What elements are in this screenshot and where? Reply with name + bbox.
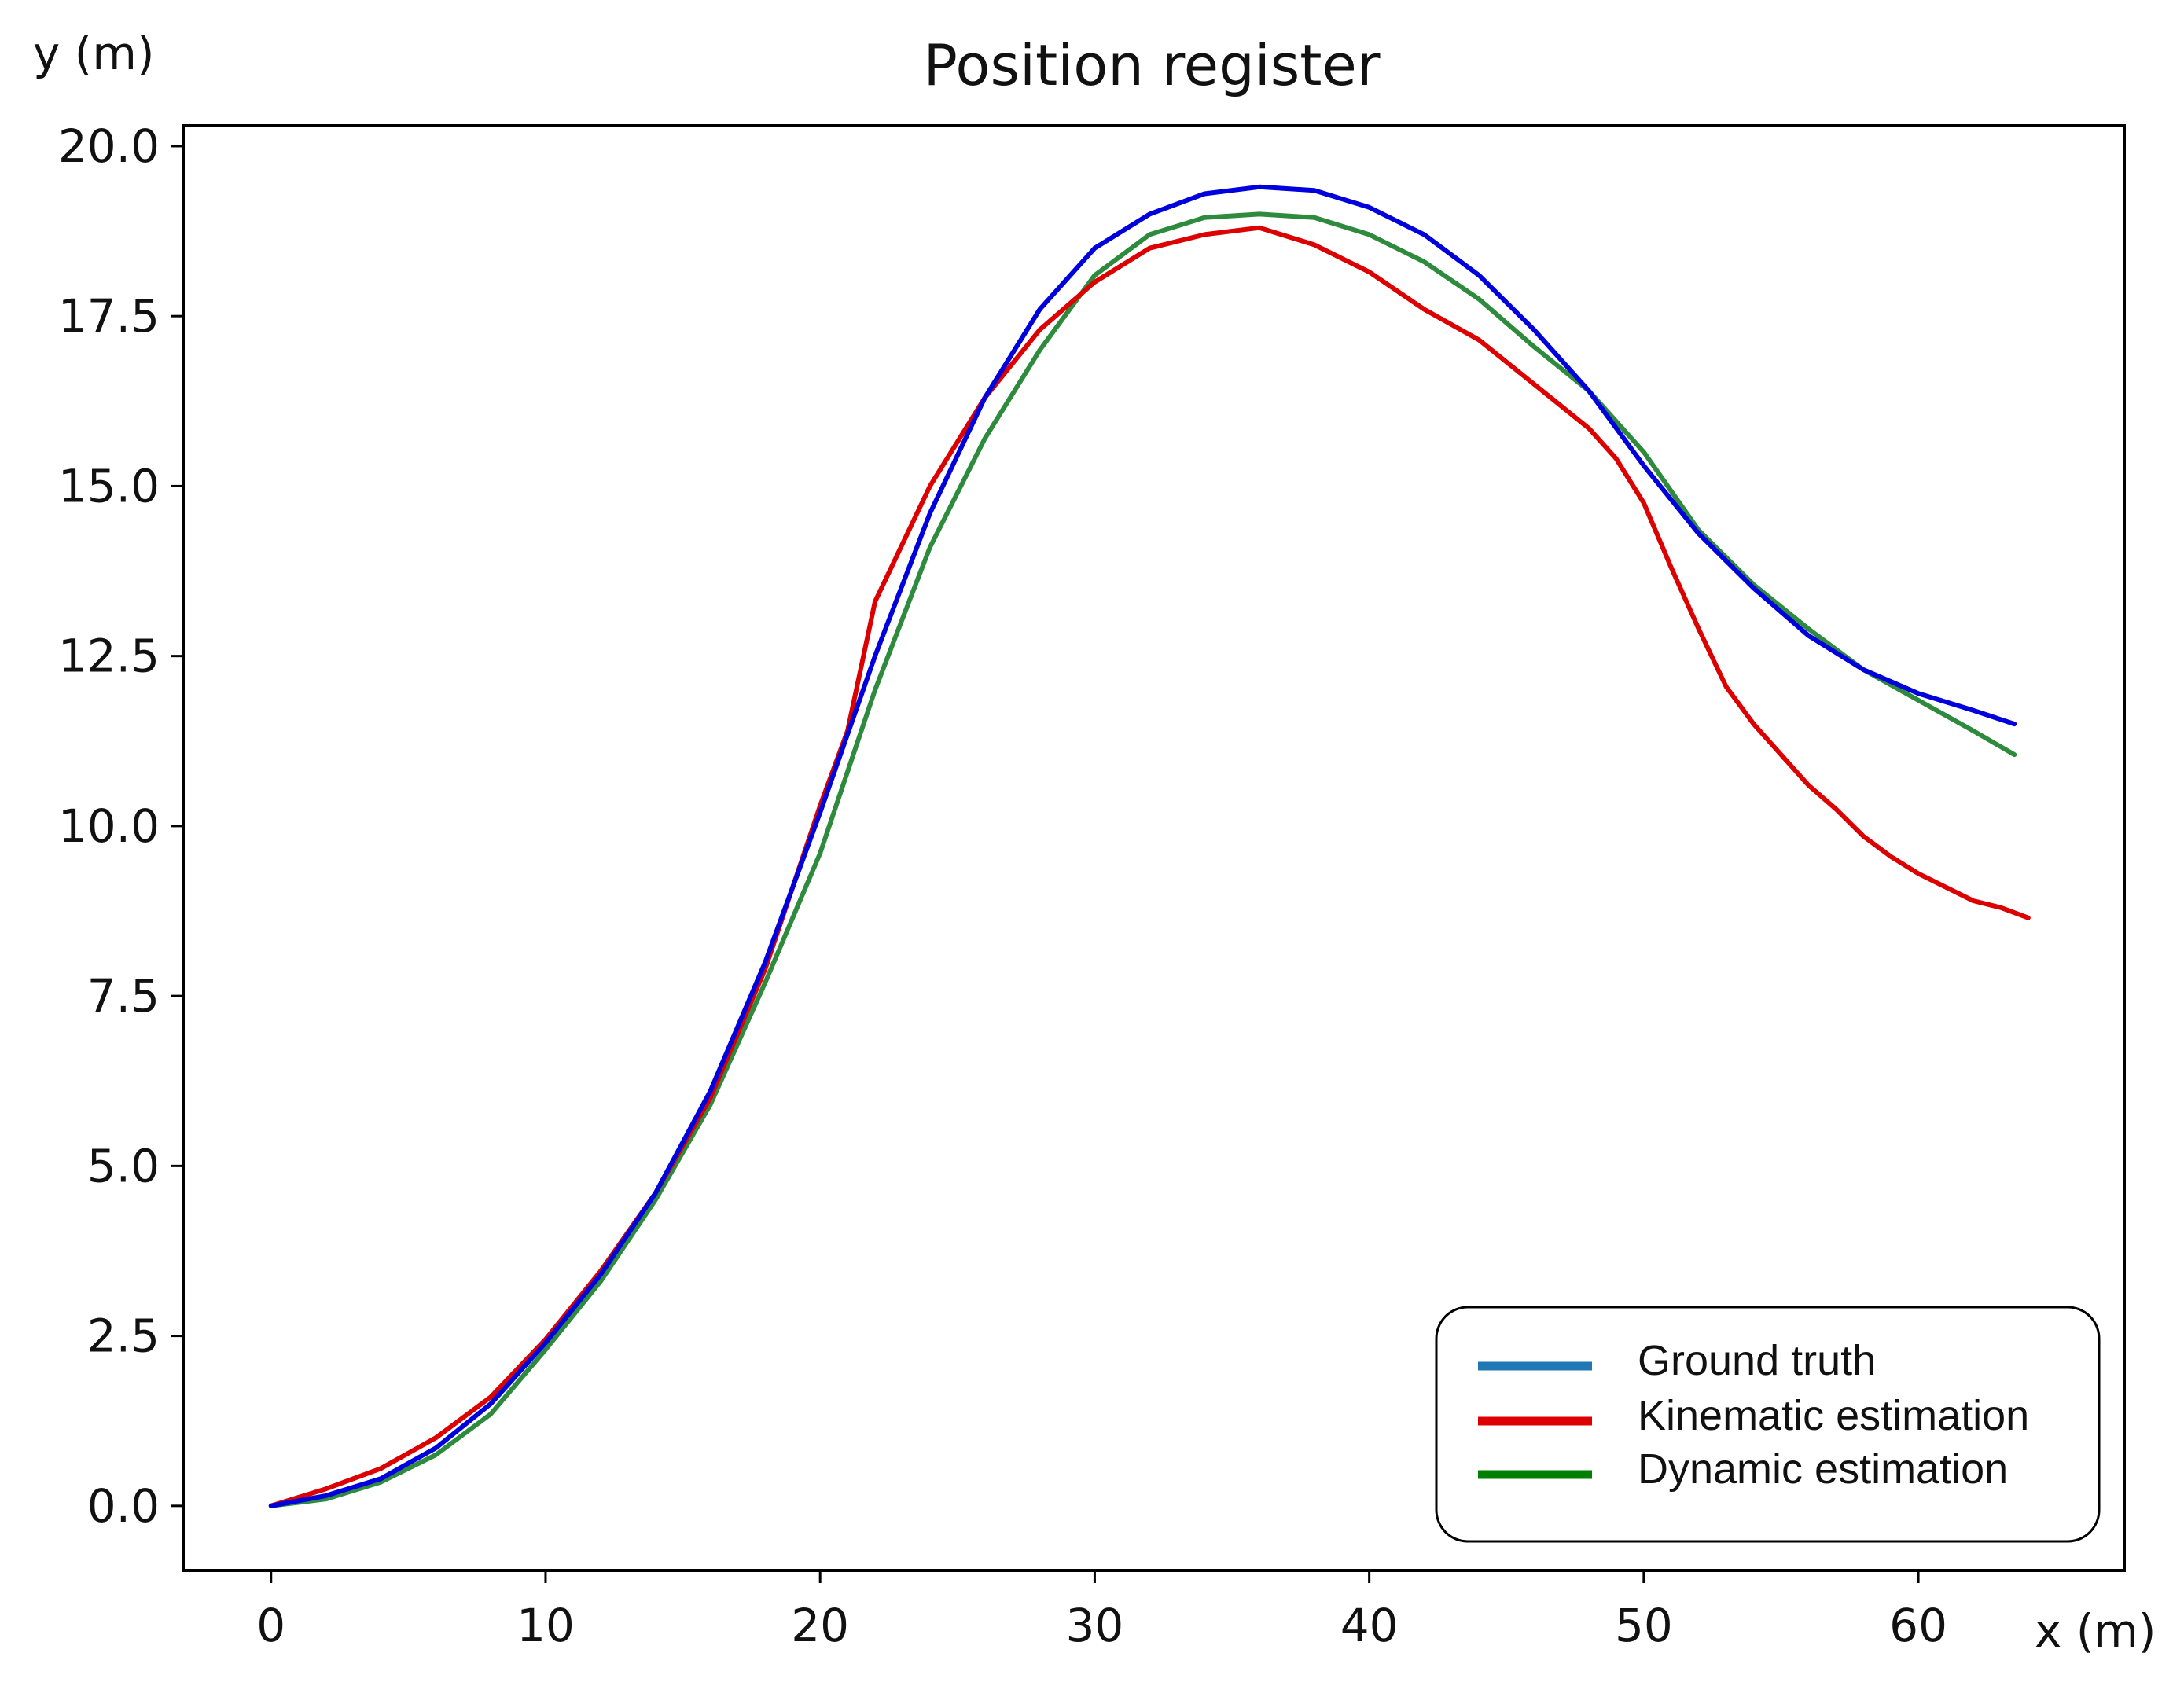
x-tick-label: 50 — [1615, 1599, 1673, 1652]
x-axis-ticks: 0 10 20 30 40 50 60 — [256, 1570, 1947, 1652]
legend-label-dynamic-estimation: Dynamic estimation — [1638, 1445, 2008, 1493]
plot-frame — [182, 124, 2126, 1572]
chart-title: Position register — [924, 32, 1381, 98]
x-tick-label: 60 — [1889, 1599, 1947, 1652]
legend-label-kinematic-estimation: Kinematic estimation — [1638, 1392, 2029, 1439]
x-tick-label: 30 — [1066, 1599, 1124, 1652]
y-axis-label: y (m) — [33, 27, 155, 80]
y-tick-label: 0.0 — [87, 1479, 160, 1533]
y-tick-label: 20.0 — [58, 119, 160, 173]
x-axis-label: x (m) — [2035, 1604, 2156, 1658]
y-tick-label: 5.0 — [87, 1139, 160, 1192]
x-tick-label: 0 — [256, 1599, 285, 1652]
series-lines — [268, 184, 2031, 1508]
y-tick-label: 10.0 — [58, 799, 160, 853]
legend-label-ground-truth: Ground truth — [1638, 1337, 1876, 1384]
y-tick-label: 12.5 — [58, 630, 160, 683]
plot-area: 0 10 20 30 40 50 60 0.0 2.5 5.0 7.5 10.0 12.5 15.0 17… — [58, 119, 2126, 1652]
legend-box — [1435, 1306, 2101, 1543]
x-tick-label: 20 — [791, 1599, 849, 1652]
x-tick-label: 40 — [1340, 1599, 1399, 1652]
y-tick-label: 17.5 — [58, 289, 160, 343]
y-axis-ticks: 0.0 2.5 5.0 7.5 10.0 12.5 15.0 17.5 20.0 — [58, 119, 183, 1533]
series-line-ground-truth — [268, 184, 2017, 1508]
x-tick-label: 10 — [517, 1599, 575, 1652]
y-tick-label: 7.5 — [87, 969, 160, 1023]
legend: Ground truth Kinematic estimation Dynami… — [1435, 1306, 2101, 1543]
y-tick-label: 15.0 — [58, 459, 160, 512]
series-line-dynamic-estimation — [268, 211, 2017, 1508]
y-tick-label: 2.5 — [87, 1309, 160, 1363]
